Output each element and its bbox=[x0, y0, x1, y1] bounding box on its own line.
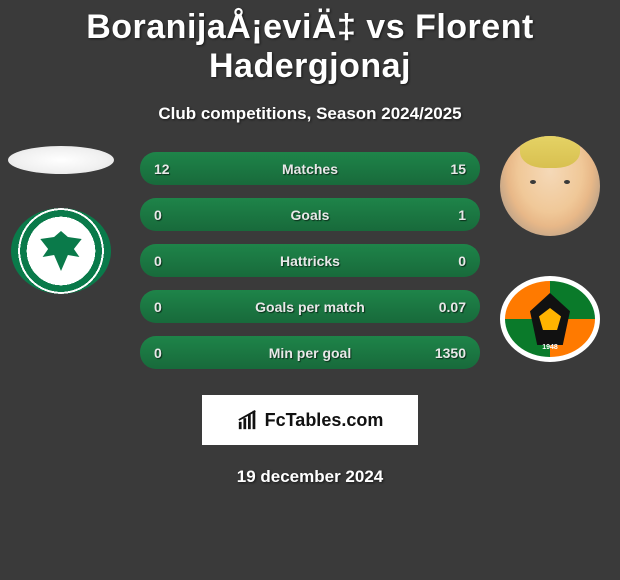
bar-chart-icon bbox=[237, 409, 259, 431]
shield-icon bbox=[539, 308, 561, 330]
brand-text: FcTables.com bbox=[265, 410, 384, 431]
comparison-main: 1948 12 Matches 15 0 Goals 1 0 Hattricks 0 0 Goals… bbox=[0, 152, 620, 369]
stat-label: Goals bbox=[291, 207, 330, 223]
stat-left-value: 0 bbox=[154, 299, 162, 315]
stat-left-value: 0 bbox=[154, 207, 162, 223]
left-player-avatar bbox=[8, 146, 114, 174]
stat-row: 0 Goals per match 0.07 bbox=[140, 290, 480, 323]
right-player-column: 1948 bbox=[500, 142, 600, 362]
left-club-logo bbox=[11, 208, 111, 294]
club-year: 1948 bbox=[542, 344, 558, 351]
page-title: BoranijaÅ¡eviÄ‡ vs Florent Hadergjonaj bbox=[0, 0, 620, 86]
right-player-avatar bbox=[500, 136, 600, 236]
stat-row: 12 Matches 15 bbox=[140, 152, 480, 185]
stat-right-value: 15 bbox=[450, 161, 466, 177]
date-text: 19 december 2024 bbox=[0, 467, 620, 487]
stat-label: Matches bbox=[282, 161, 338, 177]
subtitle: Club competitions, Season 2024/2025 bbox=[0, 104, 620, 124]
left-player-column bbox=[8, 142, 114, 294]
stat-right-value: 0.07 bbox=[439, 299, 466, 315]
eagle-icon bbox=[38, 231, 84, 271]
fctables-brand: FcTables.com bbox=[202, 395, 418, 445]
stat-row: 0 Min per goal 1350 bbox=[140, 336, 480, 369]
stat-right-value: 1 bbox=[458, 207, 466, 223]
stat-row: 0 Hattricks 0 bbox=[140, 244, 480, 277]
stat-right-value: 0 bbox=[458, 253, 466, 269]
stat-label: Goals per match bbox=[255, 299, 365, 315]
stat-left-value: 12 bbox=[154, 161, 170, 177]
stat-left-value: 0 bbox=[154, 253, 162, 269]
stat-label: Hattricks bbox=[280, 253, 340, 269]
stat-left-value: 0 bbox=[154, 345, 162, 361]
stat-right-value: 1350 bbox=[435, 345, 466, 361]
stat-label: Min per goal bbox=[269, 345, 351, 361]
stat-rows: 12 Matches 15 0 Goals 1 0 Hattricks 0 0 Goals per … bbox=[140, 152, 480, 369]
stat-row: 0 Goals 1 bbox=[140, 198, 480, 231]
right-club-logo: 1948 bbox=[500, 276, 600, 362]
